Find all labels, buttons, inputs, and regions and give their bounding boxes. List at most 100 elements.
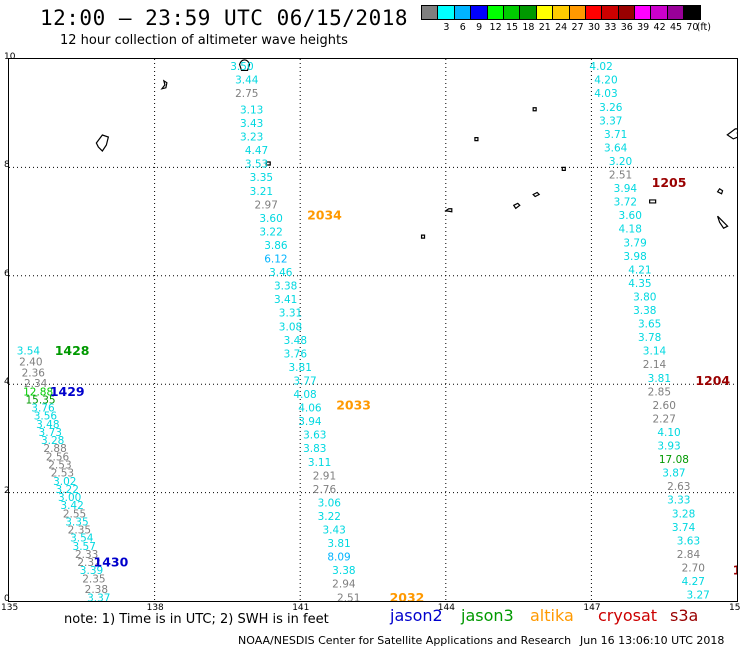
wave-height-label: 3.74	[672, 522, 696, 534]
wave-height-label: 3.35	[250, 172, 273, 184]
wave-height-label: 3.13	[240, 104, 263, 116]
wave-height-label: 3.06	[318, 497, 342, 509]
map-canvas: 3.503.442.753.133.433.234.473.533.353.21…	[9, 48, 740, 629]
footer-credit: NOAA/NESDIS Center for Satellite Applica…	[238, 634, 572, 647]
map-subtitle: 12 hour collection of altimeter wave hei…	[60, 33, 348, 48]
wave-height-label: 4.10	[657, 427, 680, 439]
wave-height-label: 4.21	[628, 264, 651, 276]
wave-height-label: 3.38	[274, 281, 297, 293]
scale-swatch	[584, 5, 603, 20]
wave-height-label: 3.81	[289, 362, 312, 374]
wave-height-label: 2.53	[51, 468, 74, 480]
wave-height-label: 3.72	[614, 197, 637, 209]
wave-height-label: 2.84	[677, 549, 701, 561]
wave-height-label: 3.60	[619, 210, 642, 222]
wave-height-label: 3.63	[677, 535, 700, 547]
scale-label: 42	[653, 22, 666, 33]
wave-height-label: 3.50	[230, 61, 253, 73]
scale-label: 36	[620, 22, 633, 33]
wave-height-label: 3.27	[686, 590, 709, 601]
island-outline	[265, 161, 271, 166]
wave-height-label: 3.48	[284, 335, 307, 347]
lon-tick-label: 141	[292, 603, 310, 613]
wave-height-label: 3.35	[65, 516, 88, 528]
wave-height-label: 2.40	[19, 357, 42, 369]
wave-height-label: 3.78	[638, 332, 661, 344]
wave-height-label: 2.94	[332, 579, 356, 591]
pass-time-label: 1429	[50, 384, 85, 399]
wave-height-label: 3.21	[250, 186, 273, 198]
wave-height-label: 15.35	[26, 394, 56, 406]
wave-height-label: 3.65	[638, 319, 661, 331]
wave-height-label: 3.08	[279, 321, 302, 333]
wave-height-label: 2.53	[48, 460, 71, 472]
wave-height-label: 2.38	[85, 584, 108, 596]
island-outline	[512, 202, 521, 210]
scale-label: 39	[637, 22, 650, 33]
wave-height-label: 3.38	[633, 305, 656, 317]
scale-swatch	[470, 5, 488, 20]
scale-label: 21	[538, 22, 551, 33]
wave-height-label: 3.48	[36, 419, 59, 431]
wave-height-label: 3.93	[657, 441, 680, 453]
wave-height-label: 3.57	[73, 541, 96, 553]
wave-height-label: 3.23	[240, 132, 263, 144]
wave-height-label: 2.76	[313, 484, 337, 496]
wave-height-label: 2.51	[609, 170, 632, 182]
pass-time-label: 1	[733, 563, 737, 578]
wave-height-label: 2.36	[22, 367, 46, 379]
scale-label: 33	[604, 22, 617, 33]
wave-height-label: 2.35	[68, 525, 91, 537]
wave-height-label: 3.37	[599, 115, 622, 127]
wave-height-label: 3.38	[332, 565, 355, 577]
wave-height-label: 2.56	[46, 451, 70, 463]
island-outline	[444, 208, 453, 213]
scale-label: 15	[505, 22, 519, 33]
wave-height-label: 2.34	[24, 378, 48, 390]
wave-height-label: 3.80	[633, 291, 656, 303]
pass-time-label: 1204	[695, 373, 730, 388]
scale-swatch	[683, 5, 701, 20]
scale-swatch	[437, 5, 455, 20]
scale-swatch	[486, 5, 504, 20]
scale-label: 45	[669, 22, 683, 33]
wave-height-label: 4.47	[245, 145, 268, 157]
pass-time-label: 2032	[390, 590, 425, 601]
wave-height-label: 2.27	[653, 413, 676, 425]
island-outline	[716, 187, 724, 195]
pass-time-label: 2033	[336, 397, 371, 412]
scale-swatch	[666, 5, 685, 20]
island-outline	[474, 136, 479, 142]
lon-tick-label: 138	[146, 603, 164, 613]
scale-label: 27	[571, 22, 584, 33]
wave-height-label: 2.91	[313, 470, 336, 482]
map-title: 12:00 – 23:59 UTC 06/15/2018	[40, 6, 409, 30]
scale-swatch	[617, 5, 636, 20]
wave-height-label: 6.12	[264, 254, 287, 266]
wave-height-label: 4.35	[628, 278, 651, 290]
wave-height-label: 12.88	[23, 386, 53, 398]
lon-tick-label: 144	[437, 603, 455, 613]
wave-height-label: 4.18	[619, 224, 642, 236]
scale-swatch	[552, 5, 570, 20]
wave-height-label: 3.54	[17, 346, 41, 358]
wave-height-label: 3.19	[90, 600, 113, 601]
wave-height-label: 3.64	[604, 142, 628, 154]
satellite-legend-jason2: jason2	[390, 606, 443, 625]
island-outline	[95, 134, 110, 152]
wave-height-label: 17.08	[659, 454, 689, 466]
wave-height-label: 3.41	[274, 294, 297, 306]
wave-height-label: 3.20	[609, 156, 632, 168]
scale-label: 3	[443, 22, 450, 33]
scale-label: 12	[489, 22, 502, 33]
satellite-legend-s3a: s3a	[670, 606, 699, 625]
wave-height-label: 3.77	[293, 375, 316, 387]
wave-height-label: 4.20	[594, 75, 617, 87]
color-scale-labels: 3 6 9 12 15 18 21 24 27 30 33 36 39 42 45 70 (ft)	[421, 22, 740, 34]
color-scale	[421, 5, 701, 20]
scale-swatch	[568, 5, 586, 20]
wave-height-label: 3.33	[667, 495, 690, 507]
wave-height-label: 2.88	[43, 443, 66, 455]
wave-height-label: 3.22	[56, 484, 79, 496]
island-outline	[717, 215, 729, 229]
